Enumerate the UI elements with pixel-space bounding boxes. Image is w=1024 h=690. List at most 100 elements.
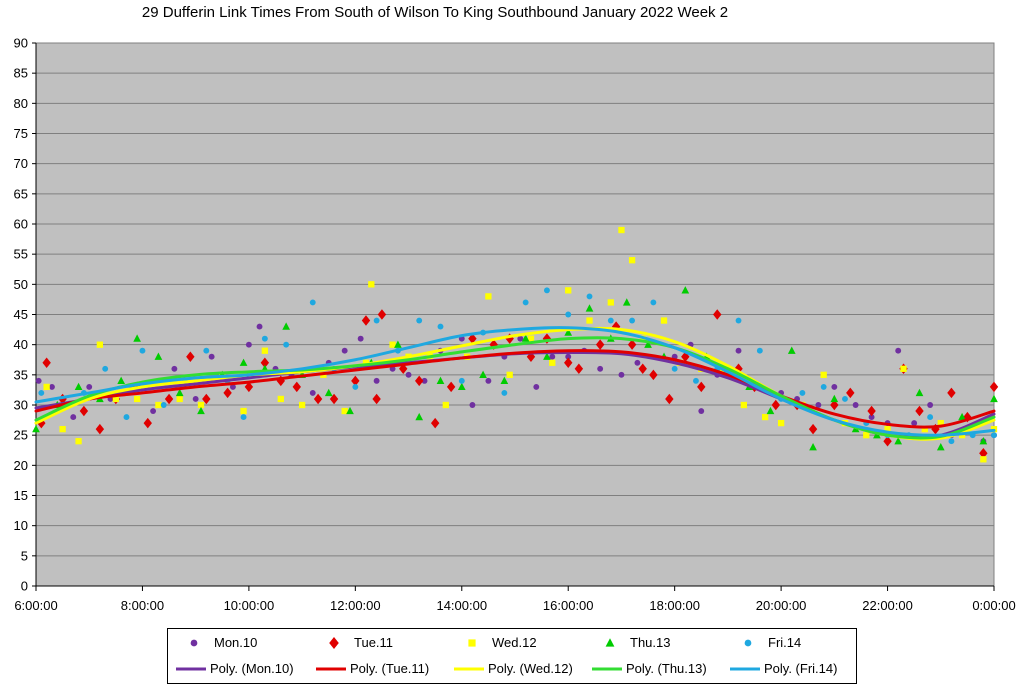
legend-marker — [605, 637, 615, 647]
data-point — [948, 438, 955, 445]
data-point — [133, 395, 141, 403]
data-point — [735, 347, 742, 354]
data-point — [697, 381, 706, 393]
data-point — [915, 388, 924, 397]
y-tick-label: 80 — [14, 96, 28, 111]
data-point — [485, 293, 492, 300]
y-tick-label: 20 — [14, 458, 28, 473]
data-point — [618, 371, 625, 378]
data-point — [698, 408, 705, 414]
data-point — [239, 358, 248, 366]
data-point — [927, 414, 934, 421]
data-point — [329, 393, 339, 405]
x-tick-label: 20:00:00 — [756, 598, 807, 613]
x-tick-label: 8:00:00 — [121, 598, 164, 613]
data-point — [309, 299, 316, 306]
x-tick-label: 0:00:00 — [972, 598, 1015, 613]
y-tick-label: 60 — [14, 217, 28, 232]
data-point — [112, 395, 119, 403]
data-point — [735, 317, 742, 324]
data-point — [868, 414, 875, 421]
legend-item-trendline: Poly. (Fri.14) — [730, 660, 837, 676]
data-point — [75, 438, 82, 445]
data-point — [915, 405, 924, 417]
data-point — [820, 371, 827, 378]
data-point — [921, 425, 928, 433]
data-point — [979, 448, 988, 459]
data-point — [787, 346, 796, 354]
data-point — [415, 412, 424, 421]
data-point — [244, 381, 254, 393]
data-point — [808, 423, 818, 435]
legend-item-trendline: Poly. (Tue.11) — [316, 660, 429, 676]
data-point — [341, 407, 348, 415]
legend-line-swatch — [176, 667, 206, 671]
data-point — [155, 401, 162, 409]
y-tick-label: 75 — [14, 126, 28, 141]
data-point — [485, 377, 492, 384]
data-point — [430, 417, 440, 429]
data-point — [95, 423, 105, 435]
data-point — [958, 412, 966, 421]
data-point — [618, 226, 625, 234]
data-point — [415, 375, 424, 387]
y-tick-label: 40 — [14, 337, 28, 352]
trend-lines — [34, 326, 996, 441]
data-point — [86, 383, 93, 390]
data-point — [117, 376, 126, 385]
y-tick-label: 85 — [14, 66, 28, 81]
data-point — [830, 399, 839, 411]
data-point — [744, 639, 752, 646]
legend-item-series: Wed.12 — [466, 634, 537, 650]
data-point — [638, 363, 647, 375]
data-point — [309, 389, 316, 396]
data-point — [831, 383, 838, 390]
data-point — [240, 407, 247, 415]
data-point — [442, 401, 449, 409]
data-point — [421, 377, 428, 384]
data-point — [543, 352, 551, 360]
data-point — [202, 393, 211, 405]
series-mon-10 — [35, 323, 997, 445]
data-point — [665, 393, 674, 405]
data-point — [240, 414, 247, 421]
data-point — [139, 347, 146, 354]
legend-item-trendline: Poly. (Wed.12) — [454, 660, 573, 676]
trendline-poly-tue-11 — [34, 349, 996, 429]
y-tick-label: 65 — [14, 186, 28, 201]
y-tick-label: 5 — [21, 548, 28, 563]
data-point — [208, 353, 215, 360]
y-tick-label: 30 — [14, 398, 28, 413]
legend-label: Poly. (Tue.11) — [350, 661, 430, 677]
data-point — [820, 383, 827, 390]
data-point — [42, 357, 51, 369]
data-point — [815, 402, 822, 408]
legend-label: Fri.14 — [768, 635, 802, 651]
data-point — [979, 437, 988, 445]
legend-marker — [329, 636, 339, 649]
data-point — [756, 347, 763, 354]
data-point — [564, 357, 573, 369]
data-point — [527, 335, 535, 342]
x-tick-label: 14:00:00 — [436, 598, 487, 613]
data-point — [245, 341, 252, 348]
y-tick-label: 0 — [21, 579, 28, 594]
x-tick-label: 16:00:00 — [543, 598, 594, 613]
scatter-points — [32, 226, 999, 463]
data-point — [457, 382, 466, 391]
data-point — [585, 304, 594, 312]
data-point — [852, 402, 859, 408]
data-point — [634, 359, 641, 366]
data-point — [150, 408, 157, 414]
data-point — [102, 365, 109, 372]
data-point — [96, 341, 104, 348]
data-point — [160, 402, 167, 408]
data-point — [373, 317, 380, 324]
data-point — [329, 636, 339, 649]
data-point — [842, 396, 848, 402]
y-tick-label: 70 — [14, 156, 28, 171]
y-tick-label: 90 — [14, 36, 28, 51]
y-tick-label: 55 — [14, 247, 28, 262]
legend-label: Wed.12 — [492, 635, 537, 651]
data-point — [549, 353, 556, 360]
